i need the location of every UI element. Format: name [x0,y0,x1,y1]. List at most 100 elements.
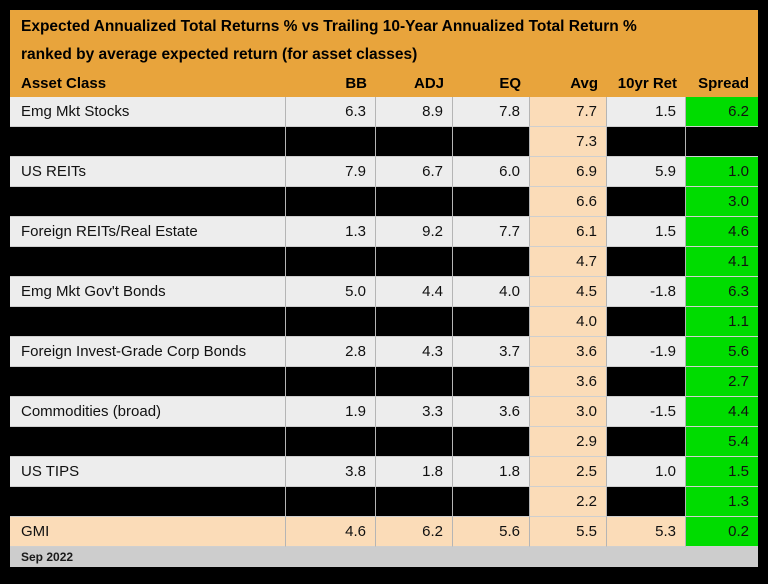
cell-avg: 3.6 [530,337,607,367]
cell-spread: 5.4 [686,427,758,457]
column-header-asset-class: Asset Class [21,75,107,92]
cell-asset-class: Foreign Invest-Grade Corp Bonds [10,337,286,367]
cell-bb [286,187,376,217]
cell-adj: 4.4 [376,277,453,307]
cell-10yr-ret: 1.5 [607,217,686,247]
cell-spread: 6.2 [686,97,758,127]
cell-adj [376,487,453,517]
cell-adj: 8.9 [376,97,453,127]
column-header-row: Asset Class BB ADJ EQ Avg 10yr Ret Sprea… [10,70,758,97]
cell-10yr-ret [607,127,686,157]
cell-spread: 4.6 [686,217,758,247]
cell-eq [453,187,530,217]
cell-eq: 3.6 [453,397,530,427]
cell-avg: 7.7 [530,97,607,127]
cell-10yr-ret: -1.9 [607,337,686,367]
cell-spread: 2.7 [686,367,758,397]
cell-asset-class [10,307,286,337]
cell-10yr-ret: 1.5 [607,97,686,127]
cell-asset-class [10,427,286,457]
cell-asset-class: Foreign REITs/Real Estate [10,217,286,247]
cell-asset-class [10,127,286,157]
cell-eq [453,367,530,397]
cell-adj [376,427,453,457]
cell-avg: 2.9 [530,427,607,457]
table-row: Foreign REITs/Real Estate 1.3 9.2 7.7 6.… [10,217,758,247]
cell-10yr-ret [607,487,686,517]
table-row: 7.3 [10,127,758,157]
cell-spread [686,127,758,157]
cell-10yr-ret [607,367,686,397]
cell-avg: 5.5 [530,517,607,547]
cell-bb: 4.6 [286,517,376,547]
cell-10yr-ret: 5.3 [607,517,686,547]
table-row: US TIPS 3.8 1.8 1.8 2.5 1.0 1.5 [10,457,758,487]
cell-bb [286,367,376,397]
table-row: 4.7 4.1 [10,247,758,277]
cell-bb: 7.9 [286,157,376,187]
column-header-10yr-ret: 10yr Ret [617,75,677,92]
cell-adj [376,247,453,277]
cell-bb: 3.8 [286,457,376,487]
cell-10yr-ret: 1.0 [607,457,686,487]
table-header: Expected Annualized Total Returns % vs T… [10,10,758,97]
cell-asset-class: US TIPS [10,457,286,487]
cell-10yr-ret [607,187,686,217]
cell-spread: 6.3 [686,277,758,307]
table-row: 4.0 1.1 [10,307,758,337]
cell-asset-class: US REITs [10,157,286,187]
cell-spread: 1.1 [686,307,758,337]
column-header-eq: EQ [499,75,521,92]
table-row: 2.9 5.4 [10,427,758,457]
cell-spread: 0.2 [686,517,758,547]
cell-adj [376,307,453,337]
table-row: US REITs 7.9 6.7 6.0 6.9 5.9 1.0 [10,157,758,187]
cell-spread: 5.6 [686,337,758,367]
cell-bb: 5.0 [286,277,376,307]
cell-bb: 1.3 [286,217,376,247]
cell-spread: 1.5 [686,457,758,487]
cell-adj: 6.2 [376,517,453,547]
cell-spread: 1.0 [686,157,758,187]
cell-10yr-ret: 5.9 [607,157,686,187]
table-row: Emg Mkt Gov't Bonds 5.0 4.4 4.0 4.5 -1.8… [10,277,758,307]
cell-adj: 1.8 [376,457,453,487]
cell-avg: 4.7 [530,247,607,277]
cell-avg: 4.5 [530,277,607,307]
cell-10yr-ret: -1.8 [607,277,686,307]
column-header-adj: ADJ [413,75,444,92]
cell-adj [376,187,453,217]
cell-asset-class: Commodities (broad) [10,397,286,427]
cell-10yr-ret [607,247,686,277]
cell-eq: 1.8 [453,457,530,487]
table-subtitle: ranked by average expected return (for a… [21,46,418,63]
cell-bb [286,247,376,277]
cell-spread: 4.4 [686,397,758,427]
date-label: Sep 2022 [21,550,74,564]
cell-bb: 6.3 [286,97,376,127]
cell-eq [453,127,530,157]
table-title: Expected Annualized Total Returns % vs T… [21,18,637,35]
cell-adj: 9.2 [376,217,453,247]
cell-bb: 1.9 [286,397,376,427]
cell-adj [376,127,453,157]
cell-asset-class: GMI [10,517,286,547]
cell-adj: 6.7 [376,157,453,187]
cell-eq [453,427,530,457]
cell-avg: 3.0 [530,397,607,427]
cell-avg: 6.9 [530,157,607,187]
table-row: 2.2 1.3 [10,487,758,517]
cell-adj [376,367,453,397]
table-row: Foreign Invest-Grade Corp Bonds 2.8 4.3 … [10,337,758,367]
cell-asset-class: Emg Mkt Stocks [10,97,286,127]
table-row: GMI 4.6 6.2 5.6 5.5 5.3 0.2 [10,517,758,547]
column-header-avg: Avg [570,75,598,92]
cell-asset-class [10,247,286,277]
cell-avg: 3.6 [530,367,607,397]
table-row: Commodities (broad) 1.9 3.3 3.6 3.0 -1.5… [10,397,758,427]
cell-eq [453,487,530,517]
cell-spread: 3.0 [686,187,758,217]
cell-avg: 2.2 [530,487,607,517]
table-footer: Sep 2022 [10,547,758,567]
cell-eq: 5.6 [453,517,530,547]
